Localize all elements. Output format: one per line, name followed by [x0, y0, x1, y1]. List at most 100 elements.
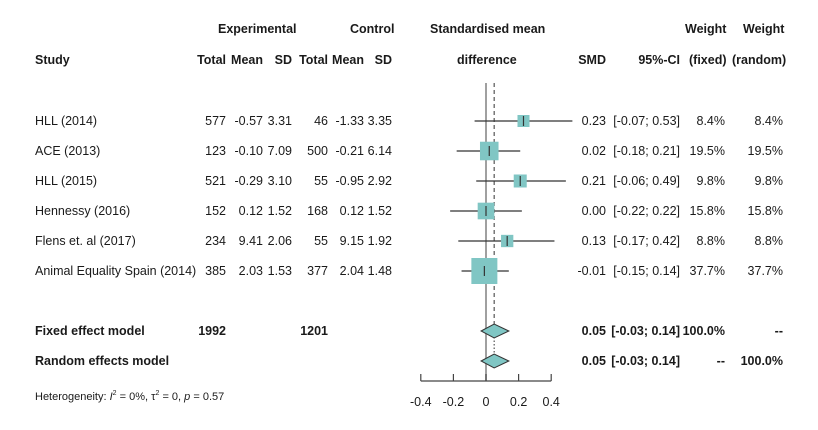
- header-smd-plot-line1: Standardised mean: [430, 22, 546, 36]
- cell-w-fixed: 8.4%: [696, 114, 726, 128]
- cell-name: Fixed effect model: [35, 324, 145, 338]
- cell-name: Animal Equality Spain (2014): [35, 264, 197, 278]
- cell-w-fixed: 15.8%: [689, 204, 725, 218]
- het-i2-value: = 0%,: [116, 391, 152, 403]
- cell-ci: [-0.07; 0.53]: [613, 114, 680, 128]
- cell-sd-e: 2.06: [267, 234, 292, 248]
- cell-sd-e: 1.52: [267, 204, 292, 218]
- cell-mean-e: 0.12: [238, 204, 263, 218]
- cell-mean-e: -0.57: [234, 114, 264, 128]
- cell-smd: -0.01: [577, 264, 607, 278]
- cell-smd: 0.02: [581, 144, 606, 158]
- cell-w-random: 19.5%: [747, 144, 783, 158]
- cell-total-e: 577: [205, 114, 226, 128]
- cell-mean-e: 2.03: [238, 264, 263, 278]
- cell-ci: [-0.03; 0.14]: [611, 324, 680, 338]
- header-total-e: Total: [197, 53, 226, 67]
- cell-smd: 0.05: [581, 354, 606, 368]
- cell-mean-c: 0.12: [339, 204, 364, 218]
- cell-name: HLL (2014): [35, 114, 98, 128]
- header-weight-fixed-line2: (fixed): [689, 53, 727, 67]
- cell-sd-e: 1.53: [267, 264, 292, 278]
- cell-name: Random effects model: [35, 354, 170, 368]
- x-axis-tick-label: 0.2: [510, 395, 527, 409]
- cell-w-random: 37.7%: [747, 264, 783, 278]
- cell-total-c: 1201: [300, 324, 328, 338]
- cell-sd-c: 1.48: [367, 264, 392, 278]
- cell-w-fixed: 8.8%: [696, 234, 726, 248]
- cell-total-e: 1992: [198, 324, 226, 338]
- het-p-value: = 0.57: [190, 391, 225, 403]
- summary-diamond: [480, 323, 510, 339]
- cell-smd: 0.13: [581, 234, 606, 248]
- header-smd: SMD: [578, 53, 606, 67]
- cell-mean-e: -0.29: [234, 174, 264, 188]
- cell-sd-c: 1.92: [367, 234, 392, 248]
- cell-sd-e: 3.31: [267, 114, 292, 128]
- x-axis-tick-label: 0.4: [543, 395, 560, 409]
- cell-total-c: 55: [314, 174, 328, 188]
- cell-total-e: 123: [205, 144, 226, 158]
- header-weight-random-line1: Weight: [743, 22, 785, 36]
- cell-total-c: 46: [314, 114, 328, 128]
- header-sd-e: SD: [274, 53, 292, 67]
- cell-mean-e: -0.10: [234, 144, 264, 158]
- summary-diamond: [480, 353, 510, 369]
- cell-ci: [-0.03; 0.14]: [611, 354, 680, 368]
- header-weight-random-line2: (random): [732, 53, 787, 67]
- cell-ci: [-0.06; 0.49]: [613, 174, 680, 188]
- header-weight-fixed-line1: Weight: [685, 22, 727, 36]
- cell-smd: 0.23: [581, 114, 606, 128]
- cell-smd: 0.05: [581, 324, 606, 338]
- header-total-c: Total: [299, 53, 328, 67]
- x-axis-tick-label: -0.4: [410, 395, 432, 409]
- cell-sd-c: 3.35: [367, 114, 392, 128]
- header-mean-c: Mean: [332, 53, 364, 67]
- het-i2-symbol: I: [109, 391, 113, 403]
- cell-mean-c: -0.21: [335, 144, 365, 158]
- cell-w-random: 9.8%: [754, 174, 784, 188]
- cell-total-e: 385: [205, 264, 226, 278]
- het-p-symbol: p: [184, 391, 191, 403]
- cell-name: Flens et. al (2017): [35, 234, 136, 248]
- cell-sd-c: 6.14: [367, 144, 392, 158]
- cell-smd: 0.21: [581, 174, 606, 188]
- cell-w-random: 15.8%: [747, 204, 783, 218]
- cell-total-e: 152: [205, 204, 226, 218]
- cell-name: ACE (2013): [35, 144, 101, 158]
- cell-mean-c: 9.15: [339, 234, 364, 248]
- het-tau-value: = 0,: [159, 391, 185, 403]
- cell-w-fixed: 9.8%: [696, 174, 726, 188]
- header-control: Control: [350, 22, 395, 36]
- cell-total-c: 500: [307, 144, 328, 158]
- cell-w-fixed: 37.7%: [689, 264, 725, 278]
- header-experimental: Experimental: [218, 22, 297, 36]
- cell-total-c: 55: [314, 234, 328, 248]
- header-study: Study: [35, 53, 70, 67]
- x-axis-tick-label: -0.2: [443, 395, 465, 409]
- cell-mean-c: -1.33: [335, 114, 365, 128]
- cell-mean-c: -0.95: [335, 174, 365, 188]
- het-prefix: Heterogeneity:: [35, 391, 110, 403]
- cell-sd-e: 7.09: [267, 144, 292, 158]
- cell-mean-e: 9.41: [238, 234, 263, 248]
- cell-w-random: 8.8%: [754, 234, 784, 248]
- header-smd-plot-line2: difference: [457, 53, 517, 67]
- cell-name: HLL (2015): [35, 174, 98, 188]
- header-ci: 95%-CI: [638, 53, 680, 67]
- cell-w-fixed: 19.5%: [689, 144, 725, 158]
- header-sd-c: SD: [374, 53, 392, 67]
- cell-smd: 0.00: [581, 204, 606, 218]
- cell-w-fixed: 100.0%: [682, 324, 725, 338]
- cell-total-c: 377: [307, 264, 328, 278]
- cell-total-e: 234: [205, 234, 226, 248]
- cell-ci: [-0.18; 0.21]: [613, 144, 680, 158]
- cell-mean-c: 2.04: [339, 264, 364, 278]
- cell-sd-c: 1.52: [367, 204, 392, 218]
- cell-sd-e: 3.10: [267, 174, 292, 188]
- header-mean-e: Mean: [231, 53, 263, 67]
- cell-w-fixed: --: [716, 354, 725, 368]
- x-axis-tick-label: 0: [483, 395, 490, 409]
- cell-ci: [-0.22; 0.22]: [613, 204, 680, 218]
